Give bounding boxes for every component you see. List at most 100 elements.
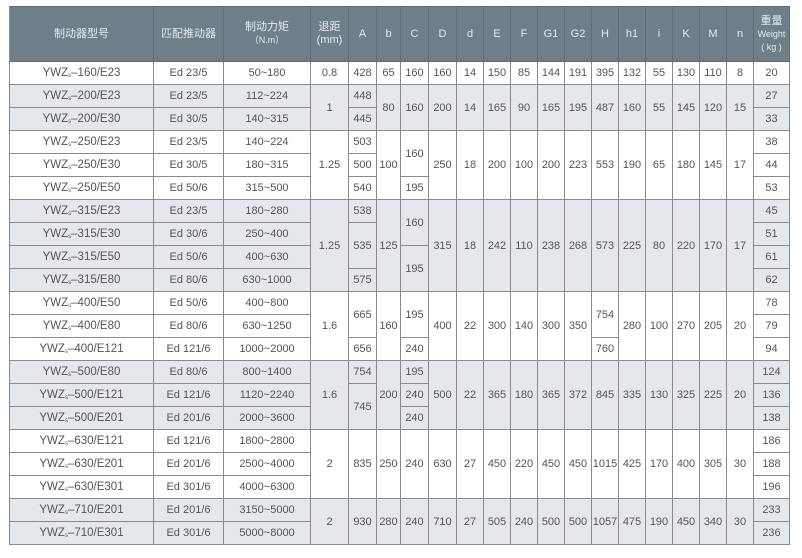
dim-c-cell: 160 <box>400 130 429 177</box>
weight-cell: 94 <box>753 337 790 361</box>
model-suffix: –200/E23 <box>71 90 121 102</box>
model-prefix: YWZ <box>42 136 69 148</box>
model-subscript: s <box>64 441 68 447</box>
header-dim-g1: G1 <box>537 6 565 62</box>
dim-e-cell: 150 <box>483 61 511 85</box>
actuator-cell: Ed 201/6 <box>153 498 224 522</box>
dim-a-cell: 835 <box>348 429 377 499</box>
header-dim-i: i <box>645 6 673 62</box>
dim-f-cell: 85 <box>510 61 538 85</box>
dim-h-cell: 1015 <box>591 429 619 499</box>
dim-i-cell: 170 <box>645 429 673 499</box>
dim-b-cell: 65 <box>376 61 401 85</box>
actuator-cell: Ed 121/6 <box>153 337 224 361</box>
model-subscript: s <box>64 349 68 355</box>
torque-cell: 1800~2800 <box>223 429 311 453</box>
dim-h-cell: 487 <box>591 84 619 131</box>
dim-f-cell: 100 <box>510 130 538 200</box>
model-cell: YWZs–500/E80 <box>9 360 154 384</box>
dim-g2-cell: 268 <box>564 199 592 292</box>
dim-g2-cell: 191 <box>564 61 592 85</box>
torque-cell: 1000~2000 <box>223 337 311 361</box>
model-prefix: YWZ <box>42 297 69 309</box>
weight-cell: 51 <box>753 222 790 246</box>
dim-f-cell: 140 <box>510 291 538 361</box>
dim-i-cell: 130 <box>645 360 673 430</box>
dim-d-cell: 14 <box>456 61 484 85</box>
dim-c-cell: 240 <box>400 337 429 361</box>
actuator-cell: Ed 80/6 <box>153 360 224 384</box>
dim-g1-cell: 450 <box>537 429 565 499</box>
table-row: YWZs–500/E201 Ed 201/6 2000~3600 240 138 <box>9 406 790 430</box>
weight-cell: 124 <box>753 360 790 384</box>
model-prefix: YWZ <box>42 366 69 378</box>
model-prefix: YWZ <box>42 251 69 263</box>
torque-cell: 140~315 <box>223 107 311 131</box>
header-dim-n: n <box>726 6 754 62</box>
dim-h-cell: 573 <box>591 199 619 292</box>
weight-cell: 33 <box>753 107 790 131</box>
header-retreat-label: 退距 <box>318 21 341 33</box>
dim-i-cell: 100 <box>645 291 673 361</box>
table-row: YWZs–400/E80 Ed 80/6 630~1250 79 <box>9 314 790 338</box>
dim-d-cell: 18 <box>456 199 484 292</box>
header-retreat: 退距 (mm) <box>310 6 349 62</box>
actuator-cell: Ed 23/5 <box>153 199 224 223</box>
model-cell: YWZs–630/E121 <box>9 429 154 453</box>
dim-b-cell: 80 <box>376 84 401 131</box>
model-suffix: –500/E80 <box>71 366 121 378</box>
model-suffix: –710/E301 <box>67 527 124 539</box>
dim-c-cell: 240 <box>400 429 429 499</box>
model-subscript: s <box>68 188 72 194</box>
retreat-cell: 1.6 <box>310 360 349 430</box>
dim-h1-cell: 335 <box>618 360 646 430</box>
model-suffix: –630/E301 <box>67 481 124 493</box>
header-weight: 重量 Weight ( kg ) <box>753 6 790 62</box>
model-cell: YWZs–500/E121 <box>9 383 154 407</box>
model-suffix: –400/E80 <box>71 320 121 332</box>
dim-k-cell: 145 <box>672 84 700 131</box>
model-prefix: YWZ <box>39 343 65 355</box>
model-cell: YWZs–500/E201 <box>9 406 154 430</box>
torque-cell: 1120~2240 <box>223 383 311 407</box>
model-cell: YWZs–400/E121 <box>9 337 154 361</box>
actuator-cell: Ed 50/6 <box>153 245 224 269</box>
actuator-cell: Ed 201/6 <box>153 406 224 430</box>
table-row: YWZs–630/E301 Ed 301/6 4000~6300 196 <box>9 475 790 499</box>
dim-h1-cell: 425 <box>618 429 646 499</box>
actuator-cell: Ed 23/5 <box>153 61 224 85</box>
dim-g1-cell: 500 <box>537 498 565 545</box>
model-suffix: –630/E121 <box>67 435 124 447</box>
dim-d-cell: 22 <box>456 291 484 361</box>
dim-i-cell: 80 <box>645 199 673 292</box>
torque-cell: 3150~5000 <box>223 498 311 522</box>
model-prefix: YWZ <box>42 90 69 102</box>
model-cell: YWZs–710/E301 <box>9 521 154 545</box>
model-cell: YWZs–315/E30 <box>9 222 154 246</box>
model-subscript: s <box>64 487 68 493</box>
model-prefix: YWZ <box>42 159 69 171</box>
model-cell: YWZs–200/E30 <box>9 107 154 131</box>
model-prefix: YWZ <box>42 320 69 332</box>
actuator-cell: Ed 30/5 <box>153 107 224 131</box>
dim-d-cell: 710 <box>428 498 457 545</box>
model-prefix: YWZ <box>42 205 69 217</box>
dim-m-cell: 110 <box>699 61 727 85</box>
model-subscript: s <box>68 119 72 125</box>
header-dim-g2: G2 <box>564 6 592 62</box>
weight-cell: 136 <box>753 383 790 407</box>
retreat-cell: 1.25 <box>310 199 349 292</box>
dim-k-cell: 270 <box>672 291 700 361</box>
dim-e-cell: 242 <box>483 199 511 292</box>
dim-a-cell: 575 <box>348 268 377 292</box>
header-torque-label: 制动力矩 <box>245 21 289 33</box>
torque-cell: 140~224 <box>223 130 311 154</box>
table-row: YWZs–315/E80 Ed 80/6 630~1000 575 62 <box>9 268 790 292</box>
dim-i-cell: 190 <box>645 498 673 545</box>
model-suffix: –400/E121 <box>67 343 124 355</box>
retreat-cell: 2 <box>310 498 349 545</box>
dim-n-cell: 17 <box>726 130 754 200</box>
dim-c-cell: 195 <box>400 360 429 384</box>
dim-e-cell: 505 <box>483 498 511 545</box>
dim-n-cell: 20 <box>726 291 754 361</box>
